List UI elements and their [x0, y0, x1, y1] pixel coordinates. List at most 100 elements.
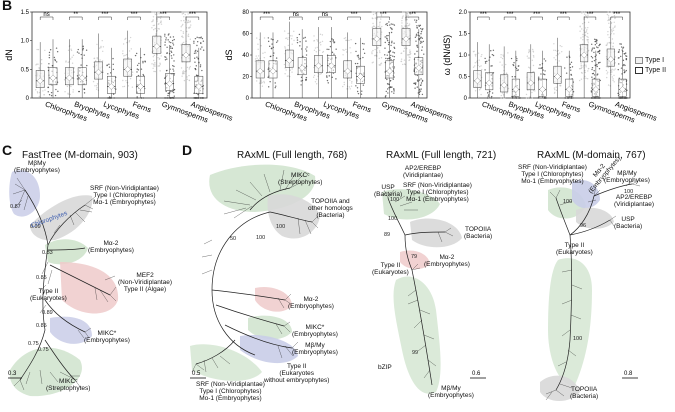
data-point: [38, 67, 40, 69]
data-point: [335, 48, 337, 50]
data-point: [304, 36, 306, 39]
data-point: [371, 26, 374, 29]
data-point: [586, 78, 589, 80]
data-point: [199, 64, 202, 66]
data-point: [474, 65, 476, 67]
data-point: [349, 47, 351, 49]
data-point: [584, 34, 586, 37]
data-point: [371, 52, 373, 55]
data-point: [585, 30, 588, 32]
data-point: [531, 97, 533, 99]
data-point: [355, 85, 357, 87]
data-point: [515, 67, 518, 70]
data-point: [270, 47, 273, 49]
data-point: [597, 46, 599, 49]
scale-label-d3: 0.8: [624, 371, 633, 377]
mean-diamond: [153, 43, 161, 50]
data-point: [78, 90, 80, 93]
data-point: [164, 41, 166, 43]
data-point: [313, 74, 316, 77]
clade-label: MIKC* (Embryophytes): [292, 324, 338, 339]
data-point: [299, 45, 301, 47]
data-point: [183, 11, 186, 13]
data-point: [557, 53, 559, 56]
data-point: [38, 95, 40, 98]
significance-bracket: [318, 16, 332, 20]
data-point: [579, 25, 581, 27]
data-point: [505, 72, 508, 75]
data-point: [393, 52, 396, 54]
data-point: [380, 15, 383, 17]
data-point: [402, 11, 405, 13]
data-point: [564, 67, 566, 69]
data-point: [598, 44, 600, 47]
data-point: [386, 24, 389, 27]
data-point: [357, 56, 360, 58]
data-point: [414, 36, 417, 39]
data-point: [561, 45, 563, 48]
data-point: [350, 85, 353, 87]
data-point: [393, 88, 395, 91]
data-point: [261, 85, 264, 87]
significance-bracket: [405, 16, 420, 20]
data-point: [500, 56, 502, 58]
data-point: [598, 49, 601, 52]
data-point: [316, 46, 318, 49]
mean-diamond: [298, 64, 306, 72]
data-point: [131, 86, 134, 88]
data-point: [143, 53, 146, 56]
data-point: [71, 62, 74, 64]
data-point: [326, 76, 328, 78]
data-point: [164, 97, 167, 99]
data-point: [596, 63, 598, 66]
data-point: [356, 62, 359, 65]
data-point: [157, 57, 159, 59]
data-point: [384, 47, 386, 49]
data-point: [300, 84, 302, 86]
data-point: [586, 29, 588, 31]
data-point: [565, 72, 568, 74]
clade-c-mef2: [60, 262, 119, 314]
data-point: [168, 33, 170, 35]
data-point: [400, 58, 403, 60]
data-point: [542, 73, 545, 75]
data-point: [170, 97, 173, 99]
data-point: [142, 60, 144, 63]
data-point: [516, 58, 518, 60]
clade-label: SRF (Non-Viridiplantae) Type I (Chloroph…: [196, 381, 265, 403]
data-point: [614, 68, 616, 70]
data-point: [540, 73, 542, 75]
data-point: [415, 33, 418, 36]
data-point: [129, 77, 132, 80]
data-point: [360, 93, 363, 95]
y-tick-label: 60: [242, 32, 249, 38]
significance-bracket: [259, 16, 274, 20]
data-point: [544, 96, 546, 99]
data-point: [591, 68, 593, 71]
data-point: [184, 70, 186, 73]
data-point: [507, 87, 510, 90]
data-point: [56, 51, 59, 53]
data-point: [197, 97, 199, 99]
data-point: [314, 47, 317, 49]
data-point: [379, 24, 381, 26]
data-point: [374, 17, 377, 19]
data-point: [72, 91, 74, 93]
data-point: [591, 60, 593, 63]
data-point: [415, 19, 418, 22]
data-point: [501, 64, 503, 66]
data-point: [268, 45, 271, 48]
data-point: [186, 66, 189, 69]
data-point: [605, 69, 608, 72]
data-point: [260, 80, 262, 83]
data-point: [543, 58, 545, 60]
data-point: [142, 73, 144, 76]
data-point: [181, 42, 184, 45]
data-point: [332, 40, 334, 42]
panel-b-charts: 00.51.01.5dNnsChlorophytes**Bryophytes**…: [4, 10, 658, 125]
data-point: [612, 27, 614, 29]
data-point: [321, 34, 324, 36]
data-point: [345, 39, 347, 42]
data-point: [158, 58, 161, 60]
mean-diamond: [539, 86, 546, 93]
